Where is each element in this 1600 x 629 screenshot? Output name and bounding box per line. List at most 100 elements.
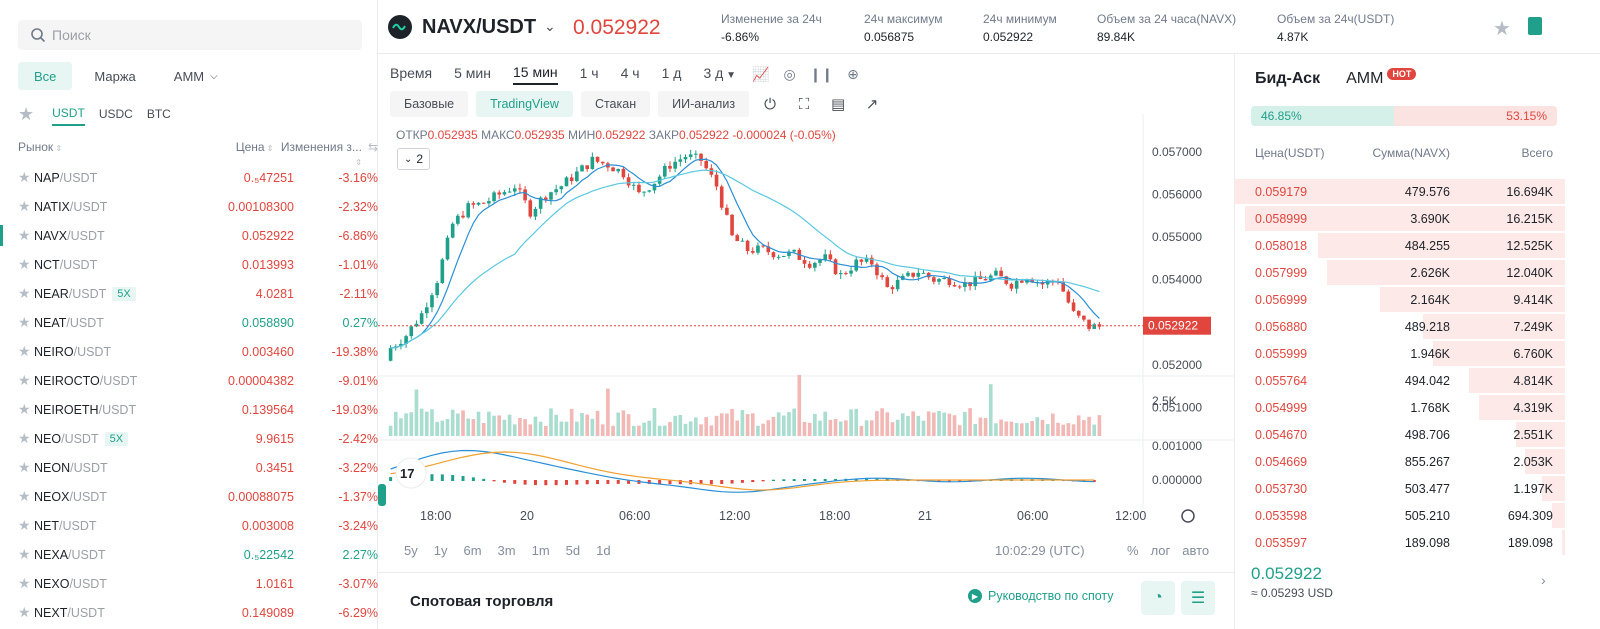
filter-amm[interactable]: AMM ⌵ [158,62,234,90]
market-row[interactable]: ★ NAVX/USDT 0.052922 -6.86% [0,221,378,250]
ask-row[interactable]: 0.057999 2.626K 12.040K [1235,259,1565,286]
ask-row[interactable]: 0.053730 503.477 1.197K [1235,475,1565,502]
ask-row[interactable]: 0.053598 505.210 694.309 [1235,502,1565,529]
star-icon[interactable]: ★ [18,517,31,533]
pie-chart-icon[interactable]: ◔ [1141,581,1175,615]
chart-settings-gear-icon[interactable] [1181,509,1195,523]
scale-option[interactable]: авто [1182,543,1210,558]
star-icon[interactable]: ★ [18,459,31,475]
market-row[interactable]: ★ NEIROETH/USDT 0.139564 -19.03% [0,395,378,424]
ask-row[interactable]: 0.054669 855.267 2.053K [1235,448,1565,475]
star-icon[interactable]: ★ [18,256,31,272]
market-row[interactable]: ★ NEXT/USDT 0.149089 -6.29% [0,598,378,627]
ask-row[interactable]: 0.054670 498.706 2.551K [1235,421,1565,448]
book-icon[interactable] [1528,17,1542,35]
pair-name[interactable]: NAVX/USDT [422,16,537,38]
market-row[interactable]: ★ NEXO/USDT 1.0161 -3.07% [0,569,378,598]
ask-row[interactable]: 0.058018 484.255 12.525K [1235,232,1565,259]
chevron-right-icon[interactable]: › [1541,572,1546,588]
ask-row[interactable]: 0.055764 494.042 4.814K [1235,367,1565,394]
ask-row[interactable]: 0.053597 189.098 189.098 [1235,529,1565,556]
sliders-icon[interactable]: ☰ [1181,581,1215,615]
quote-usdc[interactable]: USDC [98,107,133,121]
tf-4h[interactable]: 4 ч [620,65,640,81]
market-row[interactable]: ★ NET/USDT 0.003008 -3.24% [0,511,378,540]
ask-row[interactable]: 0.059179 479.576 16.694K [1235,178,1565,205]
market-row[interactable]: ★ NEAT/USDT 0.058890 0.27% [0,308,378,337]
market-row[interactable]: ★ NEO/USDT 5X 9.9615 -2.42% [0,424,378,453]
header-change[interactable]: Изменения з... ⇕ [280,140,362,167]
swap-columns-icon[interactable]: ⇆ [367,140,378,154]
header-market[interactable]: Рынок ⇕ [18,140,63,154]
quote-btc[interactable]: BTC [146,107,171,121]
range-button[interactable]: 1d [596,543,611,558]
price-chart[interactable]: 0.0570000.0560000.0550000.0540000.053000… [378,114,1234,539]
star-icon[interactable]: ★ [18,575,31,591]
settings-icon[interactable]: ◎ [783,66,796,82]
header-price[interactable]: Цена ⇕ [235,140,274,154]
add-indicator-icon[interactable]: ⊕ [847,66,859,82]
scale-option[interactable]: % [1127,543,1139,558]
market-row[interactable]: ★ NCT/USDT 0.013993 -1.01% [0,250,378,279]
star-icon[interactable]: ★ [18,401,31,417]
star-icon[interactable]: ★ [18,343,31,359]
star-icon[interactable]: ★ [18,285,31,301]
tab-amm[interactable]: AMM HOT [1346,68,1417,88]
star-icon[interactable]: ★ [18,372,31,388]
favorite-star-icon[interactable]: ★ [1493,18,1511,40]
chevron-down-icon[interactable]: ⌄ [544,18,556,34]
star-icon[interactable]: ★ [18,546,31,562]
spot-guide-link[interactable]: ▶ Руководство по споту [968,589,1114,603]
tf-5m[interactable]: 5 мин [454,65,491,81]
range-button[interactable]: 3m [497,543,516,558]
market-row[interactable]: ★ NEOX/USDT 0.00088075 -1.37% [0,482,378,511]
range-button[interactable]: 5y [404,543,418,558]
range-button[interactable]: 1m [531,543,550,558]
search-input[interactable]: Поиск [18,20,362,50]
scale-option[interactable]: лог [1150,543,1171,558]
power-icon[interactable]: ⏻ [764,95,776,113]
market-row[interactable]: ★ NEAR/USDT 5X 4.0281 -2.11% [0,279,378,308]
layout-icon[interactable]: ▤ [830,96,846,113]
market-row[interactable]: ★ NEIRO/USDT 0.003460 -19.38% [0,337,378,366]
view-tradingview[interactable]: TradingView [476,91,573,117]
fullscreen-icon[interactable]: ⛶ [798,95,810,113]
chart-type-icon[interactable]: 📈 [752,66,770,82]
tf-1h[interactable]: 1 ч [579,65,599,81]
market-row[interactable]: ★ NAP/USDT 0.₅47251 -3.16% [0,163,378,192]
ask-row[interactable]: 0.055999 1.946K 6.760K [1235,340,1565,367]
view-ai-analysis[interactable]: ИИ-анализ [658,91,750,117]
tf-3d[interactable]: 3 д ▼ [703,65,736,81]
star-icon[interactable]: ★ [18,198,31,214]
market-row[interactable]: ★ NATIX/USDT 0.00108300 -2.32% [0,192,378,221]
star-icon[interactable]: ★ [18,604,31,620]
star-icon[interactable]: ★ [18,488,31,504]
ask-row[interactable]: 0.056999 2.164K 9.414K [1235,286,1565,313]
view-basic[interactable]: Базовые [390,91,469,117]
star-icon[interactable]: ★ [18,314,31,330]
filter-all[interactable]: Все [18,62,73,90]
tf-1d[interactable]: 1 д [661,65,682,81]
market-row[interactable]: ★ NEON/USDT 0.3451 -3.22% [0,453,378,482]
share-icon[interactable]: ↗ [865,96,879,113]
tf-time[interactable]: Время [390,65,433,81]
range-button[interactable]: 1y [433,543,448,558]
candles-icon[interactable]: ❙❙ [809,66,834,82]
range-button[interactable]: 6m [463,543,482,558]
range-button[interactable]: 5d [565,543,581,558]
tab-bid-ask[interactable]: Бид-Аск [1255,70,1321,87]
star-icon[interactable]: ★ [18,430,31,446]
quote-usdt[interactable]: USDT [52,102,85,126]
tf-15m[interactable]: 15 мин [512,64,558,85]
favorites-star-icon[interactable]: ★ [18,103,35,124]
view-depth[interactable]: Стакан [580,91,651,117]
ask-row[interactable]: 0.054999 1.768K 4.319K [1235,394,1565,421]
filter-margin[interactable]: Маржа [94,68,136,84]
market-row[interactable]: ★ NEXA/USDT 0.₅22542 2.27% [0,540,378,569]
ask-row[interactable]: 0.058999 3.690K 16.215K [1235,205,1565,232]
ask-row[interactable]: 0.056880 489.218 7.249K [1235,313,1565,340]
market-row[interactable]: ★ NEIROCTO/USDT 0.00004382 -9.01% [0,366,378,395]
star-icon[interactable]: ★ [18,227,31,243]
star-icon[interactable]: ★ [18,169,31,185]
indicator-toggle[interactable]: ⌄ 2 [397,148,430,170]
